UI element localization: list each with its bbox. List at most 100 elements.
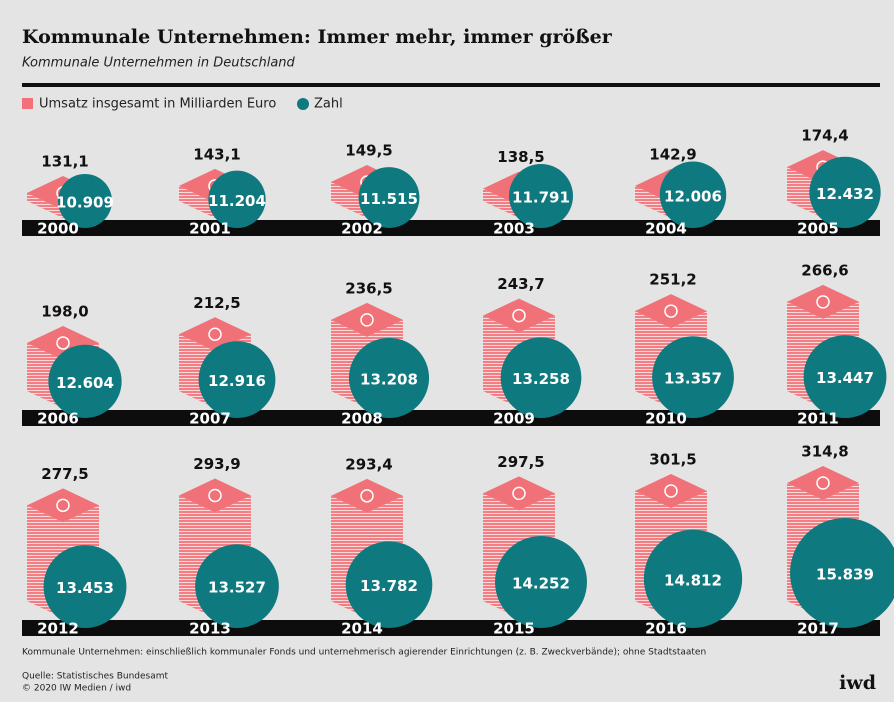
count-circle: [43, 545, 127, 628]
legend-swatch: [297, 98, 309, 110]
count-circle: [58, 174, 112, 228]
legend-swatch: [22, 98, 33, 109]
chart-title: Kommunale Unternehmen: Immer mehr, immer…: [22, 26, 613, 48]
value-label: 293,4: [345, 455, 392, 473]
count-circle: [508, 163, 574, 229]
year-label: 2007: [189, 410, 231, 428]
value-label: 131,1: [41, 153, 88, 171]
year-bar: [22, 620, 880, 636]
stack-top: [27, 488, 99, 523]
year-label: 2002: [341, 220, 383, 238]
count-label: 11.791: [512, 188, 570, 206]
value-label: 243,7: [497, 275, 544, 293]
rule: [22, 83, 880, 87]
count-circle: [643, 529, 743, 629]
value-label: 314,8: [801, 443, 848, 461]
count-circle: [652, 336, 734, 418]
chart-subtitle: Kommunale Unternehmen in Deutschland: [22, 56, 296, 71]
count-circle: [48, 344, 122, 418]
value-label: 301,5: [649, 450, 696, 468]
year-label: 2005: [797, 220, 839, 238]
euro-sign: [208, 327, 222, 342]
stack-top: [331, 302, 403, 337]
stack-top: [635, 473, 707, 508]
value-label: 212,5: [193, 294, 240, 312]
year-label: 2015: [493, 620, 535, 638]
year-label: 2010: [645, 410, 687, 428]
euro-sign: [816, 476, 830, 490]
note: Kommunale Unternehmen: einschließlich ko…: [22, 648, 706, 658]
value-label: 143,1: [193, 145, 240, 163]
year-label: 2016: [645, 620, 687, 638]
stack-top: [483, 476, 555, 511]
euro-sign: [360, 313, 374, 327]
count-label: 11.204: [208, 192, 266, 210]
count-circle: [348, 337, 430, 419]
value-label: 251,2: [649, 271, 696, 289]
euro-sign: [664, 304, 678, 318]
count-label: 12.006: [664, 187, 722, 205]
count-circle: [345, 541, 433, 628]
year-label: 2009: [493, 410, 535, 428]
stack-left: [179, 185, 215, 218]
value-label: 174,4: [801, 127, 848, 145]
count-circle: [195, 544, 279, 628]
legend-label: Zahl: [314, 97, 343, 112]
count-label: 12.604: [56, 374, 114, 392]
value-label: 149,5: [345, 141, 392, 159]
stack-top: [635, 294, 707, 329]
year-label: 2000: [37, 220, 79, 238]
stack-top: [787, 466, 859, 500]
count-label: 10.909: [56, 194, 114, 212]
year-bar: [22, 220, 880, 236]
year-label: 2014: [341, 620, 383, 638]
value-label: 277,5: [41, 465, 88, 483]
count-circle: [803, 335, 887, 418]
count-circle: [500, 337, 582, 418]
year-label: 2001: [189, 220, 231, 238]
year-label: 2003: [493, 220, 535, 238]
count-label: 13.453: [56, 579, 114, 597]
value-label: 236,5: [345, 279, 392, 297]
source: Quelle: Statistisches Bundesamt: [22, 672, 168, 682]
year-bar: [22, 410, 880, 426]
count-circle: [358, 167, 420, 228]
count-label: 11.515: [360, 190, 418, 208]
euro-sign: [56, 336, 70, 350]
value-label: 293,9: [193, 455, 240, 473]
stack-top: [483, 298, 555, 333]
count-label: 12.432: [816, 185, 874, 203]
count-label: 13.357: [664, 370, 722, 388]
euro-sign: [664, 484, 678, 498]
count-label: 13.782: [360, 577, 418, 595]
euro-sign: [512, 308, 526, 323]
euro-sign: [816, 295, 830, 309]
value-label: 142,9: [649, 145, 696, 163]
count-label: 14.252: [512, 575, 570, 593]
year-label: 2004: [645, 220, 687, 238]
year-label: 2008: [341, 410, 383, 428]
euro-sign: [208, 488, 222, 503]
count-label: 15.839: [816, 566, 874, 584]
count-circle: [495, 536, 587, 628]
value-label: 198,0: [41, 302, 88, 320]
stack-top: [331, 478, 403, 513]
value-label: 297,5: [497, 453, 544, 471]
stack-left: [483, 188, 519, 218]
value-label: 266,6: [801, 261, 848, 279]
stack-top: [179, 478, 251, 513]
count-circle: [198, 341, 276, 419]
year-label: 2013: [189, 620, 231, 638]
count-circle: [790, 518, 894, 628]
stack-left: [635, 185, 671, 218]
stack-left: [27, 193, 63, 218]
euro-sign: [56, 498, 70, 513]
count-label: 13.258: [512, 370, 570, 388]
year-label: 2017: [797, 620, 839, 638]
count-circle: [208, 170, 266, 228]
count-circle: [809, 156, 881, 228]
year-label: 2012: [37, 620, 79, 638]
count-label: 12.916: [208, 372, 266, 390]
logo: iwd: [839, 672, 876, 694]
